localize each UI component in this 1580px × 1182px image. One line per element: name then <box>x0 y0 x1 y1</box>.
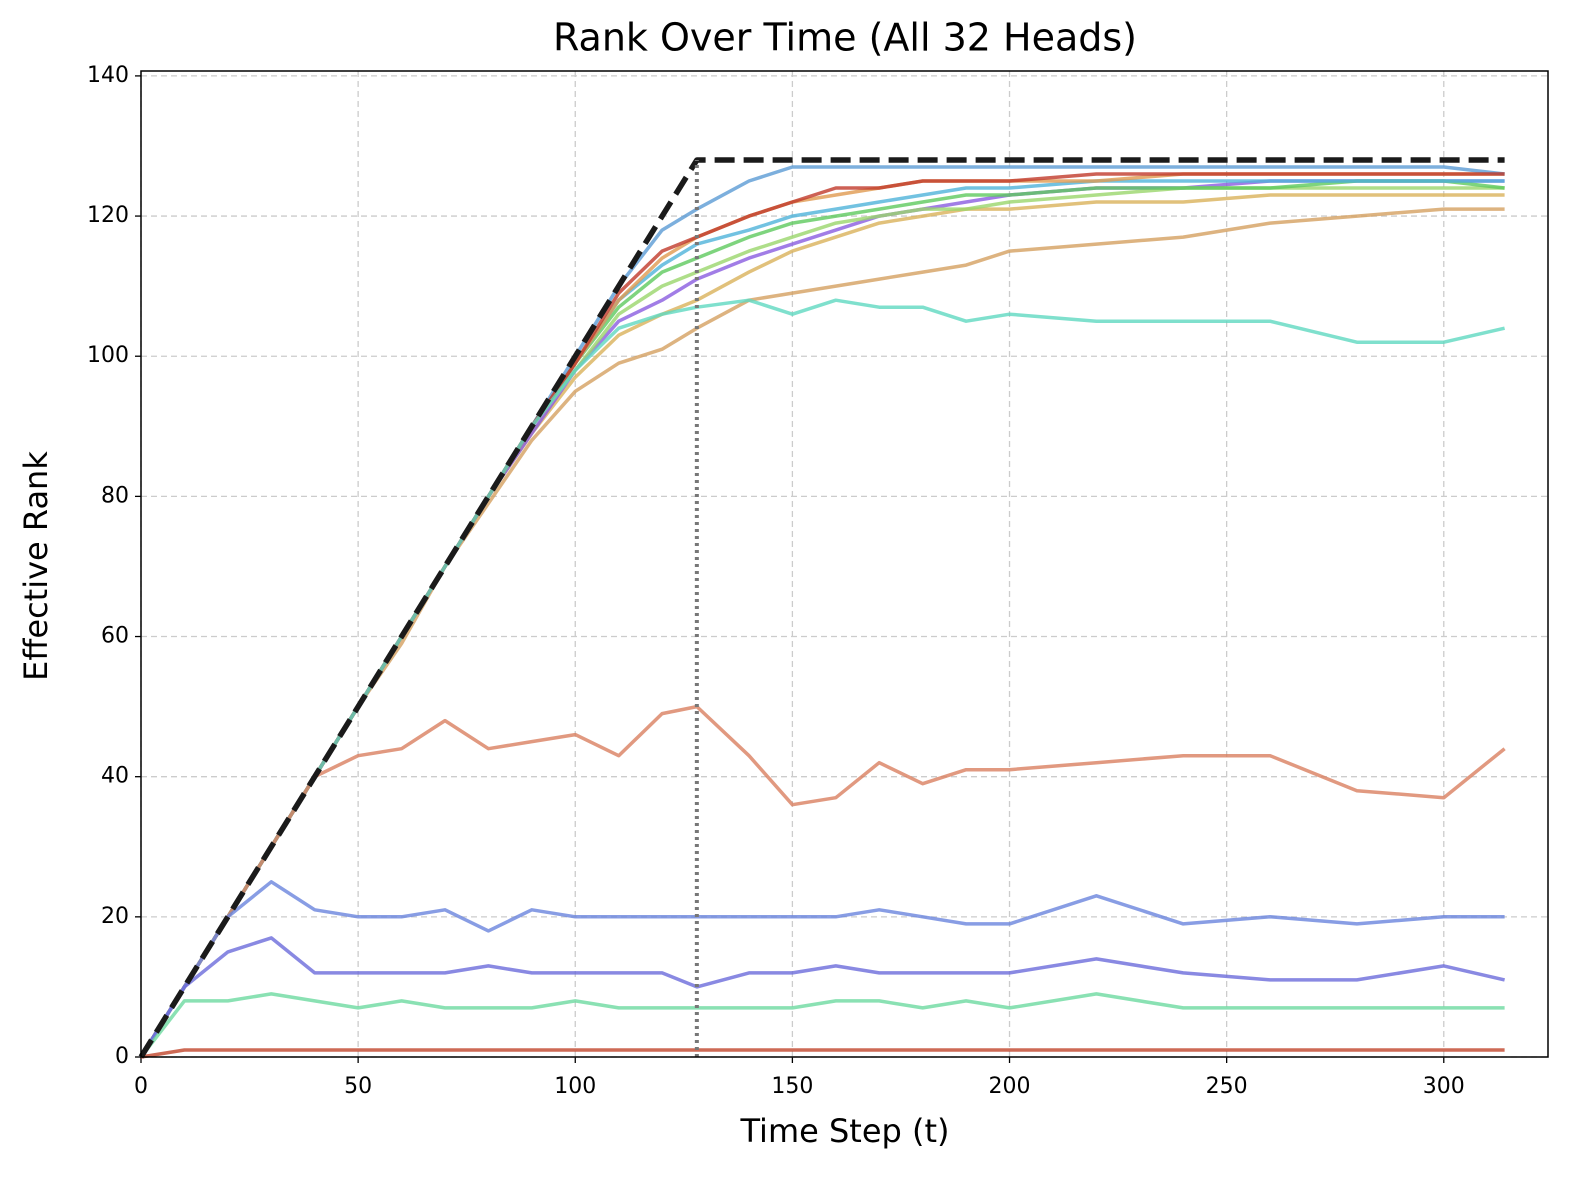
x-tick-label: 150 <box>771 1074 813 1099</box>
y-tick-label: 60 <box>101 624 129 649</box>
series-line <box>139 207 1505 1058</box>
x-tick-label: 250 <box>1206 1074 1248 1099</box>
y-tick-label: 140 <box>87 63 129 88</box>
series-line <box>139 165 1505 1058</box>
y-axis-label: Effective Rank <box>17 451 55 681</box>
series-line <box>139 172 1505 1058</box>
x-tick-label: 200 <box>989 1074 1031 1099</box>
plot-frame <box>140 70 1549 1058</box>
x-tick-label: 0 <box>134 1074 148 1099</box>
series-line <box>139 992 1505 1059</box>
series-line <box>140 1048 1505 1059</box>
y-tick-label: 80 <box>101 483 129 508</box>
series-line <box>139 298 1505 1058</box>
series-line <box>139 936 1505 1058</box>
y-tick-label: 40 <box>101 764 129 789</box>
series-line <box>139 172 1505 1058</box>
series-line <box>139 179 1505 1058</box>
y-tick-label: 120 <box>87 203 129 228</box>
x-tick-label: 300 <box>1423 1074 1465 1099</box>
x-tick-label: 50 <box>344 1074 372 1099</box>
x-axis-label: Time Step (t) <box>739 1112 949 1150</box>
series-line <box>139 186 1505 1058</box>
y-tick-label: 20 <box>101 904 129 929</box>
series-line <box>139 179 1505 1058</box>
series-line <box>139 193 1505 1058</box>
x-tick-label: 100 <box>554 1074 596 1099</box>
y-tick-label: 0 <box>115 1044 129 1069</box>
series-line <box>139 179 1505 1058</box>
y-tick-label: 100 <box>87 343 129 368</box>
reference-line <box>138 157 1505 1059</box>
chart-title: Rank Over Time (All 32 Heads) <box>553 16 1137 60</box>
